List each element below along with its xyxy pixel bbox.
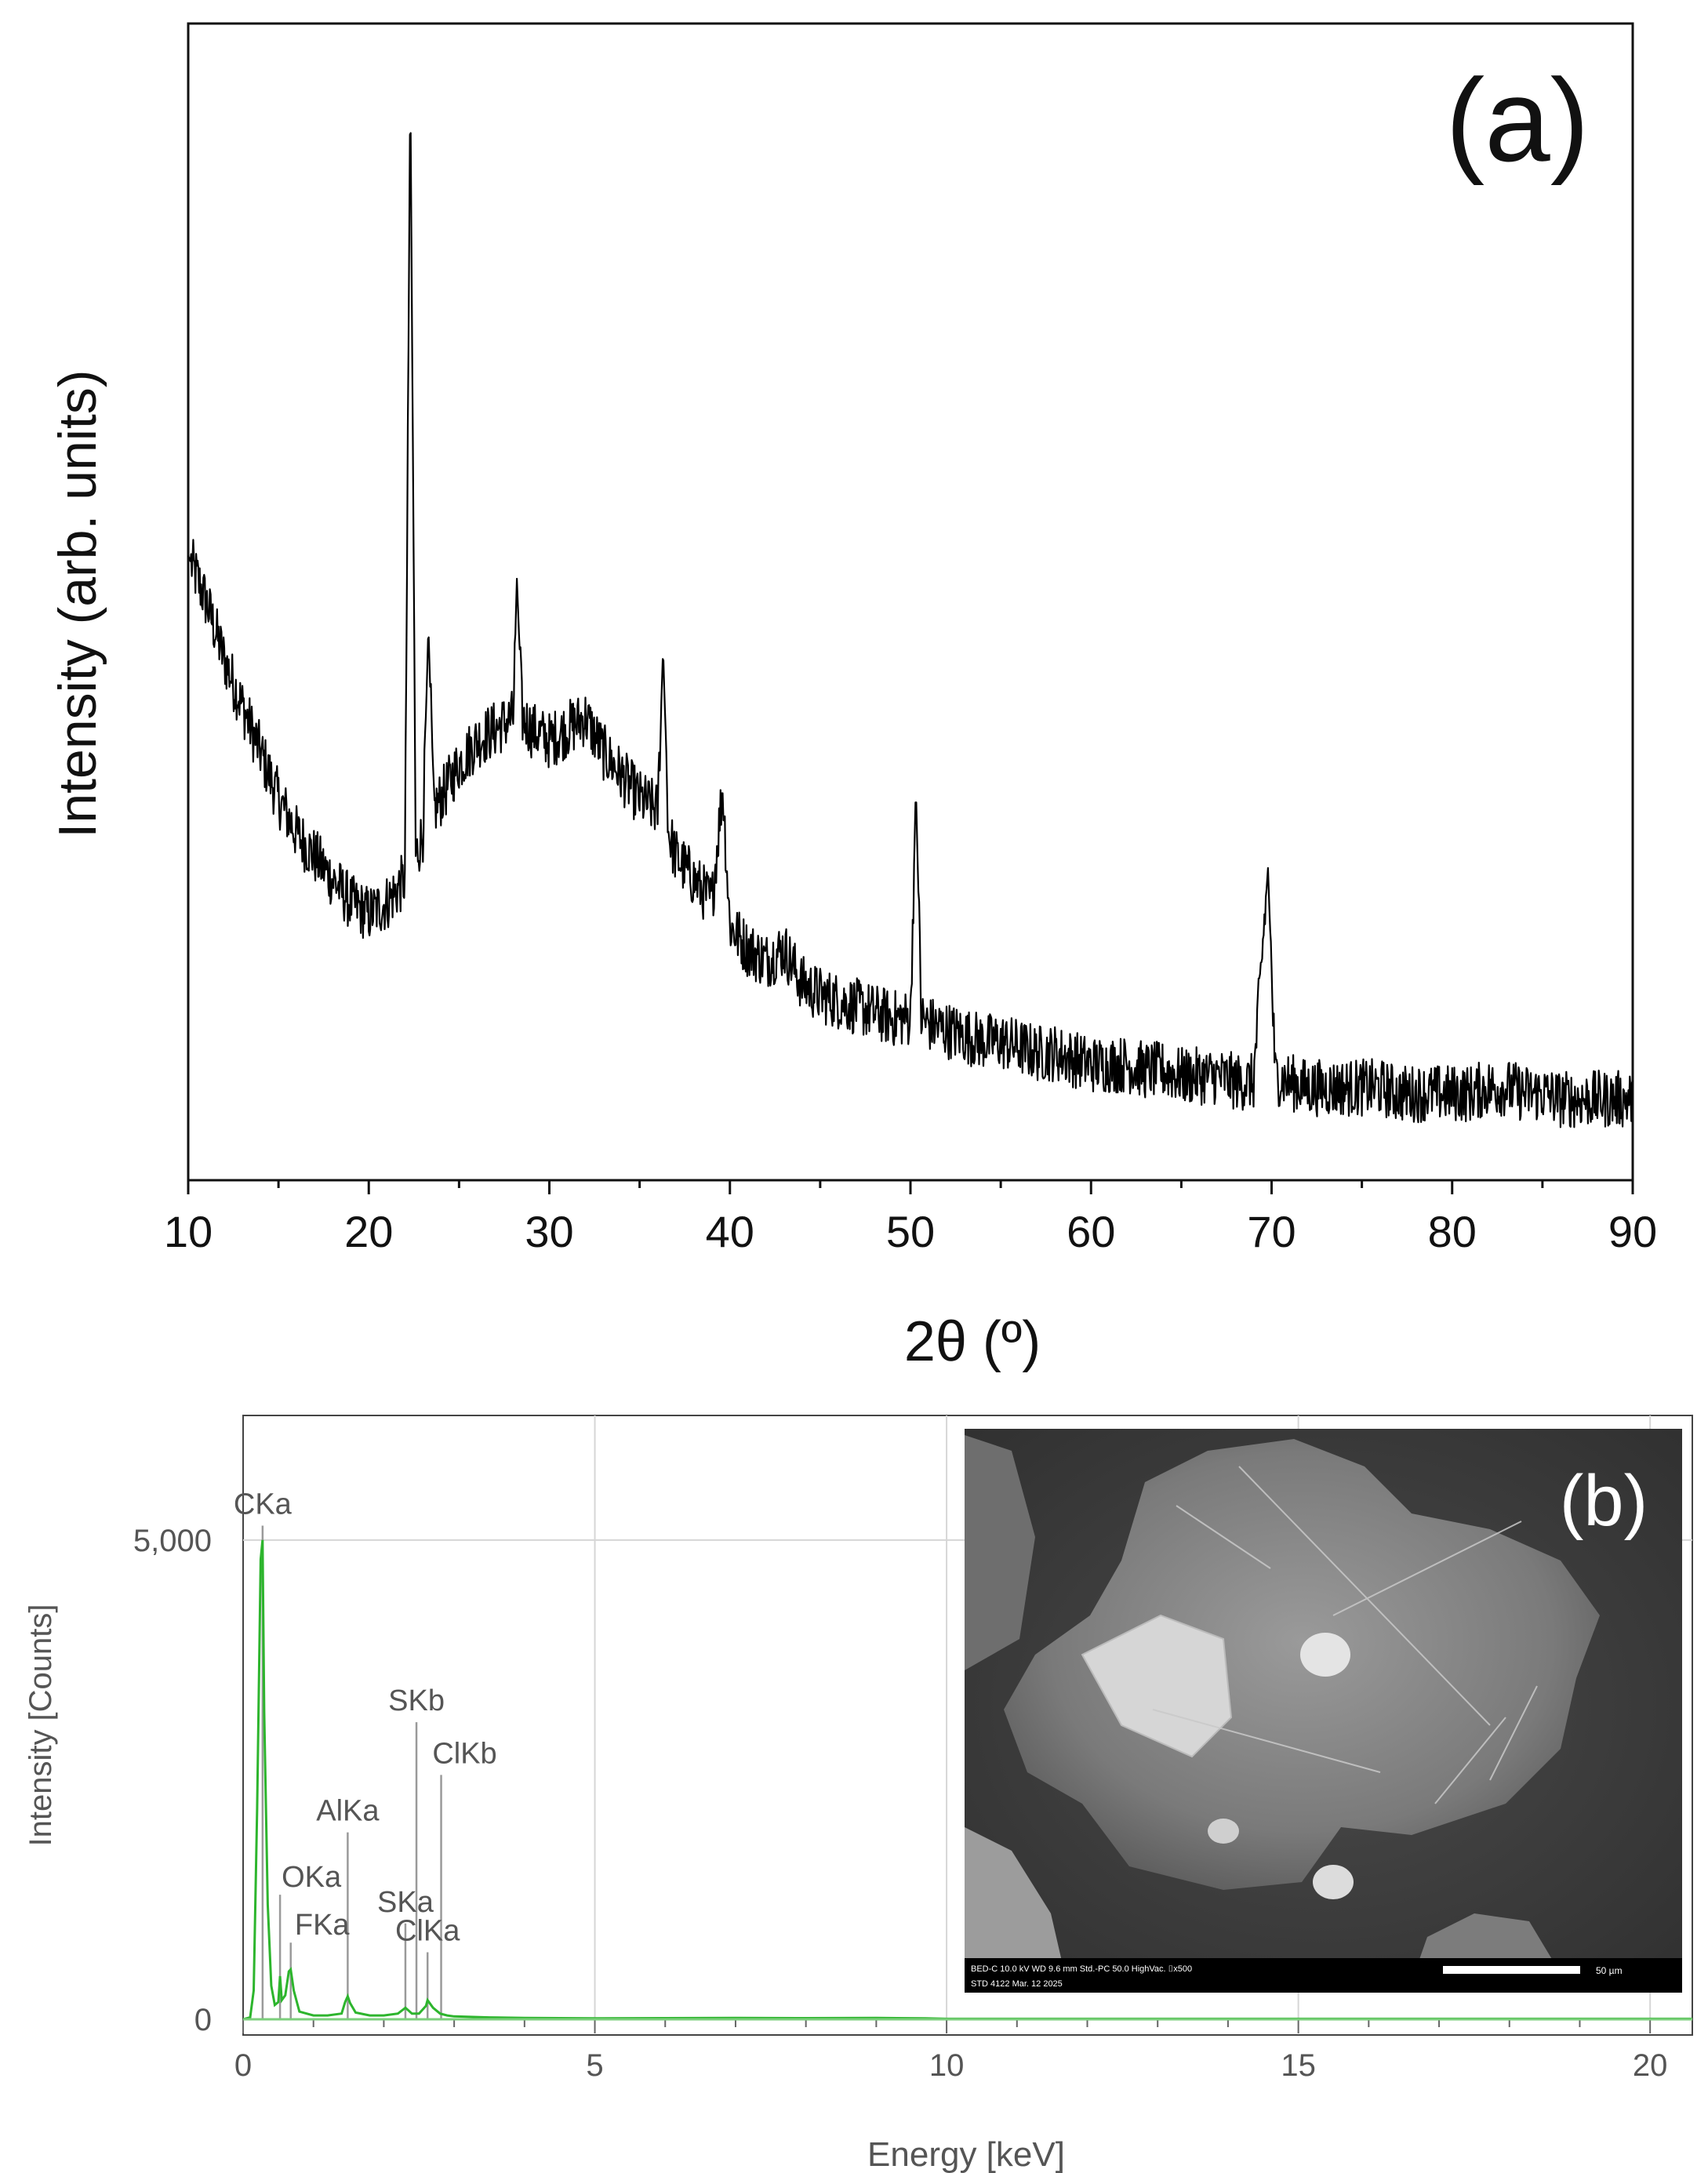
xrd-panel-label: (a) [1445, 54, 1589, 186]
eds-series-line [242, 1539, 1692, 2021]
eds-x-axis-label: Energy [keV] [867, 2135, 1065, 2173]
xrd-x-tick-label: 20 [344, 1207, 393, 1256]
xrd-chart: 10 20 30 40 50 60 70 80 90 (a) 2θ (º) Intensity … [48, 22, 1657, 1373]
eds-y-axis-label: Intensity [Counts] [24, 1604, 58, 1846]
eds-x-tick-label: 10 [929, 2048, 965, 2083]
eds-peak-label: SKb [388, 1684, 445, 1717]
eds-peak-label: SKa [377, 1886, 434, 1919]
eds-x-ticks [242, 2019, 1652, 2033]
sem-info-line-1: BED-C 10.0 kV WD 9.6 mm Std.-PC 50.0 Hig… [971, 1964, 1192, 1974]
xrd-x-tick-labels: 10 20 30 40 50 60 70 80 90 [164, 1207, 1657, 1256]
eds-peak-label: FKa [295, 1909, 351, 1942]
eds-panel-label: (b) [1560, 1461, 1648, 1541]
xrd-x-tick-label: 80 [1428, 1207, 1477, 1256]
sem-info-line-2: STD 4122 Mar. 12 2025 [971, 1979, 1063, 1989]
eds-y-tick-label: 5,000 [133, 1524, 212, 1558]
eds-x-tick-labels: 0 5 10 15 20 [234, 2048, 1668, 2083]
xrd-x-tick-label: 50 [886, 1207, 935, 1256]
eds-x-tick-label: 20 [1633, 2048, 1668, 2083]
eds-peak-label: ClKb [432, 1737, 496, 1770]
eds-peak-label: AlKa [316, 1795, 380, 1828]
eds-chart: 0 5 10 15 20 05,000 CKaOKaFKaAlKaSKaSKbClKaC… [24, 1415, 1693, 2173]
xrd-series-line [187, 132, 1634, 1128]
eds-y-tick-labels: 0 5,000 [133, 1524, 212, 2037]
xrd-y-axis-label: Intensity (arb. units) [48, 369, 107, 838]
eds-plot-frame [242, 1415, 1693, 2036]
sem-inset-image: BED-C 10.0 kV WD 9.6 mm Std.-PC 50.0 Hig… [965, 1429, 1682, 1993]
xrd-x-axis-label: 2θ (º) [904, 1310, 1041, 1373]
sem-scale-bar [1443, 1966, 1580, 1974]
eds-peak-labels: CKa OKa FKa AlKa SKa SKb ClKa ClKb [234, 1488, 497, 1948]
eds-peak-label: CKa [234, 1488, 293, 1521]
xrd-x-tick-label: 40 [706, 1207, 754, 1256]
eds-peak-label: ClKa [395, 1914, 460, 1947]
eds-y-tick-label: 0 [194, 2003, 212, 2037]
eds-x-tick-label: 5 [586, 2048, 603, 2083]
eds-peak-label: OKa [282, 1861, 342, 1894]
xrd-x-tick-label: 90 [1608, 1207, 1657, 1256]
eds-x-tick-label: 15 [1281, 2048, 1316, 2083]
xrd-x-tick-label: 70 [1247, 1207, 1296, 1256]
xrd-x-ticks [187, 1180, 1634, 1194]
xrd-x-tick-label: 10 [164, 1207, 213, 1256]
xrd-x-tick-label: 60 [1067, 1207, 1115, 1256]
eds-x-tick-label: 0 [234, 2048, 252, 2083]
xrd-x-tick-label: 30 [525, 1207, 573, 1256]
sem-scale-label: 50 µm [1596, 1965, 1623, 1976]
